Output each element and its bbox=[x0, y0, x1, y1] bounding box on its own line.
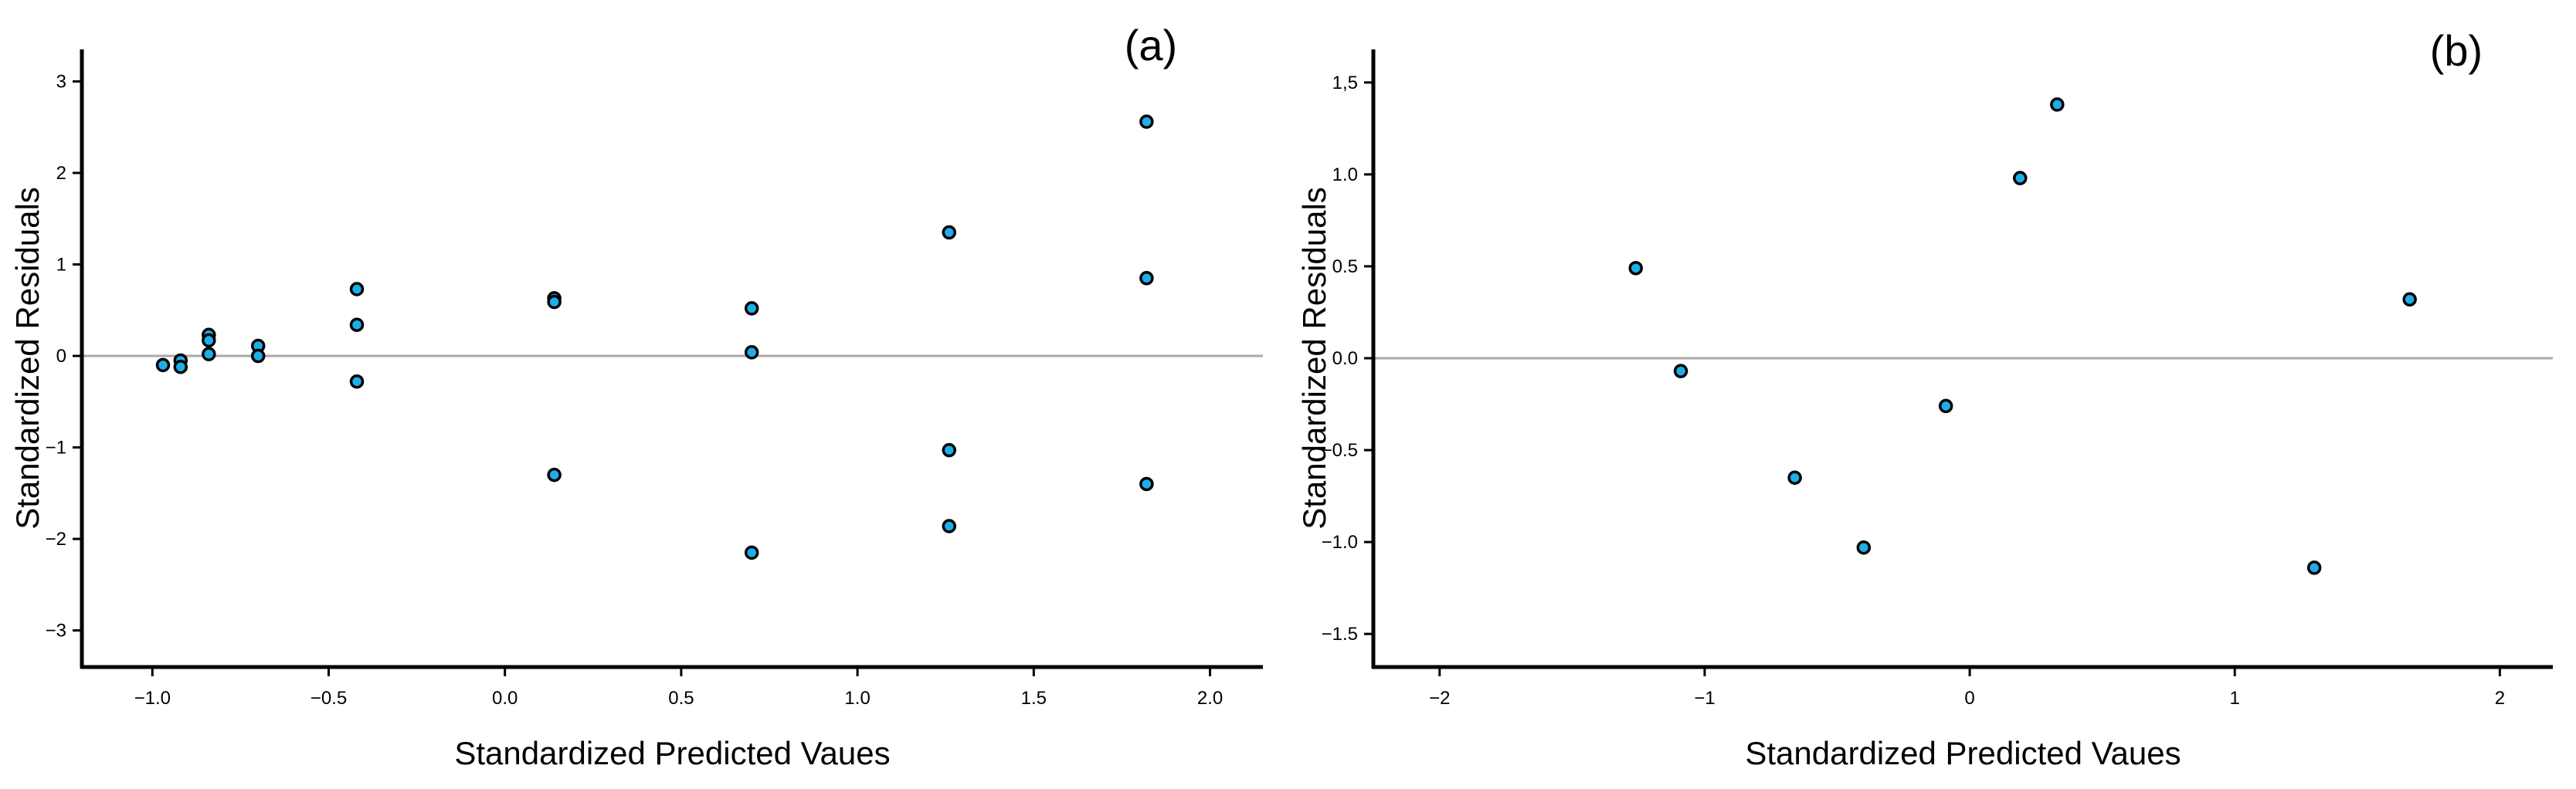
x-ticks-group: −1.0 −0.5 0.0 0.5 1.0 1.5 2.0 bbox=[134, 667, 1223, 709]
data-point bbox=[942, 442, 957, 458]
data-point bbox=[1787, 470, 1802, 486]
data-point bbox=[1673, 364, 1688, 378]
data-point bbox=[744, 301, 759, 316]
panel-label: (a) bbox=[1125, 21, 1177, 69]
panel-a: −3 −2 −1 0 1 2 3 −1.0 −0.5 0.0 0.5 1.0 1.5 2.0 Stand… bbox=[9, 21, 1263, 771]
data-point bbox=[547, 467, 562, 483]
x-tick-label: 1 bbox=[2230, 688, 2240, 709]
y-tick-label: −2 bbox=[46, 529, 66, 550]
data-point bbox=[1938, 398, 1953, 414]
panel-label: (b) bbox=[2430, 26, 2483, 75]
x-tick-label: 0.0 bbox=[492, 688, 518, 709]
data-point bbox=[349, 282, 365, 296]
data-point bbox=[155, 357, 171, 373]
data-point bbox=[2050, 97, 2065, 112]
data-point bbox=[349, 374, 365, 389]
chart-b-residual-scatter: −1.5 −1.0 −0.5 0.0 0.5 1.0 1,5 −2 −1 0 1 2 Standar… bbox=[1296, 26, 2553, 771]
data-point bbox=[744, 545, 759, 560]
data-point bbox=[942, 519, 957, 533]
data-point bbox=[250, 348, 266, 364]
x-tick-label: 0 bbox=[1964, 688, 1974, 709]
x-tick-label: −0.5 bbox=[311, 688, 347, 709]
data-point bbox=[1139, 271, 1154, 286]
x-tick-label: 2 bbox=[2495, 688, 2505, 709]
data-point bbox=[547, 294, 562, 310]
data-point bbox=[2402, 292, 2417, 307]
x-tick-label: 1.5 bbox=[1021, 688, 1047, 709]
x-tick-label: 0.5 bbox=[668, 688, 694, 709]
data-point bbox=[202, 347, 216, 361]
data-point bbox=[1139, 476, 1154, 492]
data-point bbox=[1856, 540, 1872, 555]
x-axis-title: Standardized Predicted Vaues bbox=[1745, 735, 2181, 771]
y-tick-label: −1.5 bbox=[1322, 624, 1358, 645]
x-tick-label: 1.0 bbox=[844, 688, 870, 709]
chart-a-residual-scatter: −3 −2 −1 0 1 2 3 −1.0 −0.5 0.0 0.5 1.0 1.5 2.0 Stand… bbox=[9, 21, 1263, 771]
y-tick-label: 1 bbox=[56, 255, 66, 276]
x-ticks-group: −2 −1 0 1 2 bbox=[1429, 667, 2505, 709]
y-tick-label: 0.0 bbox=[1332, 348, 1358, 369]
x-tick-label: 2.0 bbox=[1197, 688, 1223, 709]
y-tick-label: 3 bbox=[56, 71, 66, 92]
panel-b: −1.5 −1.0 −0.5 0.0 0.5 1.0 1,5 −2 −1 0 1 2 Standar… bbox=[1288, 0, 2576, 789]
y-tick-label: −3 bbox=[46, 621, 66, 642]
y-ticks-group: −3 −2 −1 0 1 2 3 bbox=[46, 71, 82, 642]
points-group bbox=[155, 114, 1154, 560]
y-tick-label: 0 bbox=[56, 346, 66, 367]
x-axis-title: Standardized Predicted Vaues bbox=[454, 735, 890, 771]
y-tick-label: −1.0 bbox=[1322, 532, 1358, 553]
x-tick-label: −1.0 bbox=[134, 688, 171, 709]
data-point bbox=[349, 317, 365, 332]
y-axis-title: Standardized Residuals bbox=[1296, 187, 1332, 530]
y-tick-label: 0.5 bbox=[1332, 256, 1358, 277]
points-group bbox=[1628, 97, 2417, 575]
data-point bbox=[202, 333, 216, 348]
data-point bbox=[942, 225, 957, 240]
y-tick-label: 2 bbox=[56, 163, 66, 184]
y-tick-label: −0.5 bbox=[1322, 440, 1358, 461]
y-tick-label: 1.0 bbox=[1332, 164, 1358, 185]
x-tick-label: −2 bbox=[1429, 688, 1450, 709]
x-tick-label: −1 bbox=[1694, 688, 1715, 709]
y-axis-title: Standardized Residuals bbox=[9, 187, 46, 530]
y-ticks-group: −1.5 −1.0 −0.5 0.0 0.5 1.0 1,5 bbox=[1322, 73, 1373, 645]
data-point bbox=[744, 345, 759, 360]
data-point bbox=[1628, 261, 1643, 276]
data-point bbox=[173, 360, 188, 374]
data-point bbox=[2013, 171, 2028, 185]
data-point bbox=[1139, 114, 1154, 129]
data-point bbox=[2306, 560, 2322, 575]
y-tick-label: 1,5 bbox=[1332, 73, 1358, 93]
y-tick-label: −1 bbox=[46, 438, 66, 459]
